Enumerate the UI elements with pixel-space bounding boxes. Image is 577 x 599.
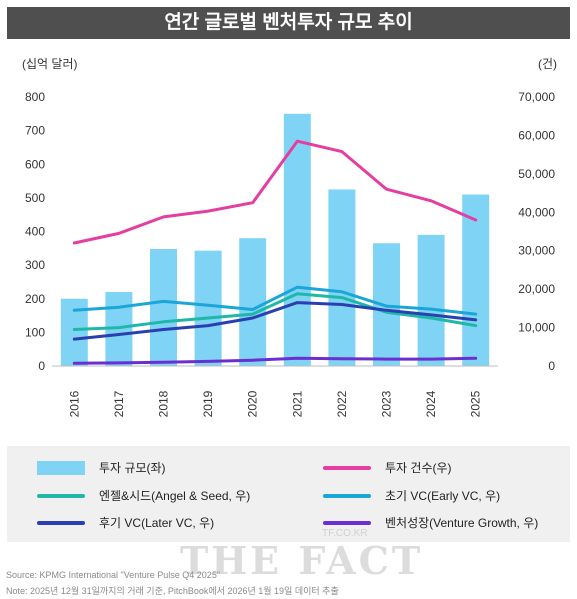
legend-label: 투자 규모(좌) bbox=[99, 461, 166, 475]
legend-swatch bbox=[323, 520, 371, 525]
bar bbox=[194, 250, 222, 366]
bar bbox=[150, 248, 177, 366]
series-line bbox=[72, 356, 478, 365]
bar bbox=[283, 113, 311, 366]
bar bbox=[462, 194, 490, 366]
x-tick-label: 2023 bbox=[380, 390, 394, 417]
left-tick-label: 600 bbox=[25, 157, 45, 171]
legend-item-angel-seed: 엔젤&시드(Angel & Seed, 우) bbox=[37, 487, 250, 504]
series-line bbox=[72, 139, 478, 245]
left-tick-label: 800 bbox=[25, 90, 45, 104]
legend-label: 후기 VC(Later VC, 우) bbox=[99, 516, 215, 530]
x-tick-label: 2021 bbox=[290, 390, 304, 417]
right-tick-label: 40,000 bbox=[518, 205, 555, 219]
left-tick-label: 700 bbox=[25, 124, 45, 138]
legend-label: 초기 VC(Early VC, 우) bbox=[385, 489, 501, 503]
bar bbox=[239, 238, 267, 366]
legend: 투자 규모(좌) 투자 건수(우) 엔젤&시드(Angel & Seed, 우)… bbox=[7, 446, 570, 542]
x-tick-label: 2024 bbox=[424, 390, 438, 417]
bar bbox=[328, 189, 356, 366]
x-tick-label: 2017 bbox=[112, 390, 126, 417]
x-tick-label: 2019 bbox=[201, 390, 215, 417]
x-tick-label: 2020 bbox=[246, 390, 260, 417]
legend-item-later-vc: 후기 VC(Later VC, 우) bbox=[37, 514, 214, 531]
chart-title: 연간 글로벌 벤처투자 규모 추이 bbox=[164, 12, 413, 33]
right-tick-label: 70,000 bbox=[518, 90, 555, 104]
title-bar: 연간 글로벌 벤처투자 규모 추이 bbox=[7, 7, 570, 39]
left-axis-unit: (십억 달러) bbox=[22, 57, 78, 71]
bar bbox=[417, 234, 445, 366]
watermark: THE FACT bbox=[180, 538, 424, 583]
footnote: Note: 2025년 12월 31일까지의 거래 기준, PitchBook에… bbox=[6, 586, 339, 596]
x-tick-label: 2016 bbox=[67, 390, 81, 417]
left-tick-label: 0 bbox=[38, 359, 45, 373]
right-tick-label: 20,000 bbox=[518, 282, 555, 296]
right-tick-label: 60,000 bbox=[518, 128, 555, 142]
legend-item-early-vc: 초기 VC(Early VC, 우) bbox=[323, 487, 500, 504]
series-line bbox=[72, 292, 478, 331]
series-line bbox=[72, 285, 478, 316]
left-tick-label: 400 bbox=[25, 225, 45, 239]
right-tick-label: 50,000 bbox=[518, 167, 555, 181]
legend-swatch bbox=[37, 520, 85, 525]
x-tick-label: 2018 bbox=[157, 390, 171, 417]
chart-plot: 0 100 200 300 400 500 600 700 800 0 10,000 20,000 30… bbox=[25, 90, 555, 417]
right-tick-label: 0 bbox=[548, 359, 555, 373]
right-axis-unit: (건) bbox=[537, 57, 557, 71]
watermark-url: TF.CO.KR bbox=[322, 528, 368, 539]
legend-label: 투자 건수(우) bbox=[385, 461, 452, 475]
left-tick-label: 200 bbox=[25, 292, 45, 306]
left-tick-label: 500 bbox=[25, 191, 45, 205]
right-tick-label: 10,000 bbox=[518, 321, 555, 335]
legend-label: 벤처성장(Venture Growth, 우) bbox=[385, 516, 539, 530]
legend-label: 엔젤&시드(Angel & Seed, 우) bbox=[99, 489, 251, 503]
left-tick-label: 100 bbox=[25, 325, 45, 339]
left-tick-label: 300 bbox=[25, 258, 45, 272]
source-note: Source: KPMG International "Venture Puls… bbox=[6, 570, 221, 580]
right-tick-label: 30,000 bbox=[518, 244, 555, 258]
legend-swatch bbox=[37, 493, 85, 498]
legend-item-bar: 투자 규모(좌) bbox=[37, 459, 166, 476]
x-tick-label: 2022 bbox=[335, 390, 349, 417]
legend-swatch bbox=[323, 465, 371, 470]
legend-swatch bbox=[323, 493, 371, 498]
legend-item-venture-growth: 벤처성장(Venture Growth, 우) bbox=[323, 514, 538, 531]
legend-item-deal-count: 투자 건수(우) bbox=[323, 459, 452, 476]
series-line bbox=[72, 301, 478, 341]
x-tick-label: 2025 bbox=[469, 390, 483, 417]
legend-swatch bbox=[37, 460, 85, 475]
